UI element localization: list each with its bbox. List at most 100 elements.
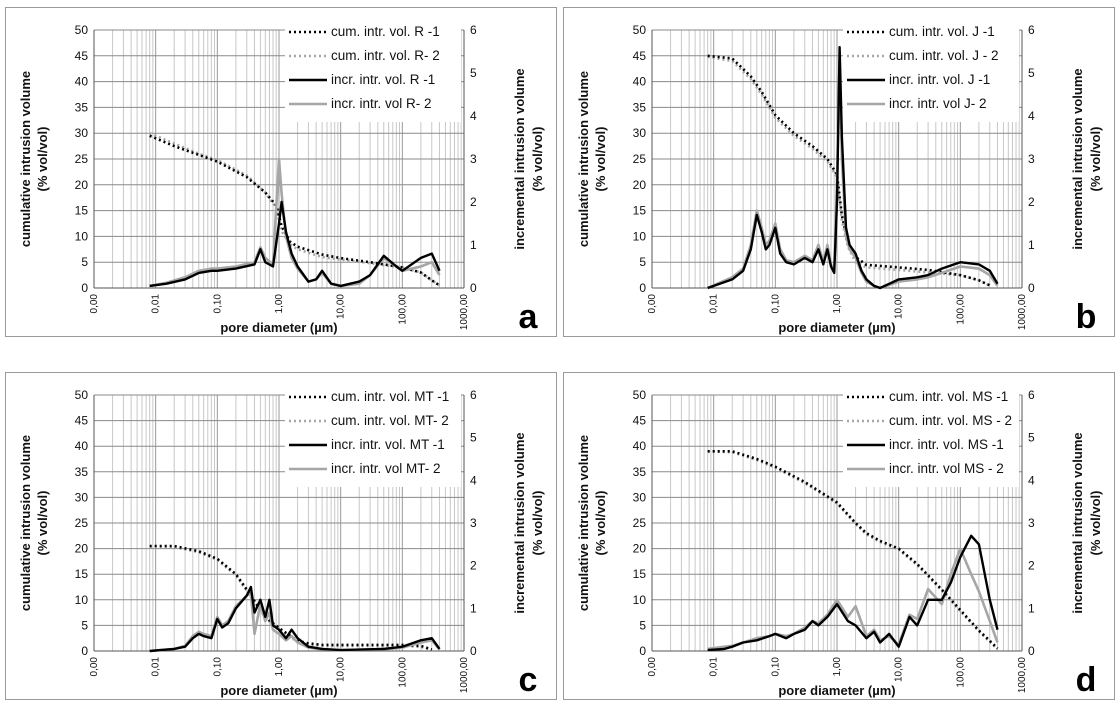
y-tick-label-left: 40 bbox=[75, 439, 89, 453]
legend: cum. intr. vol. J -1 cum. intr. vol. J - … bbox=[843, 20, 1019, 122]
y-tick-label-left: 40 bbox=[633, 439, 647, 453]
x-tick-label: 10,00 bbox=[894, 294, 905, 319]
y-tick-label-left: 50 bbox=[633, 388, 647, 402]
y-tick-label-right: 3 bbox=[470, 516, 477, 530]
y-tick-label-left: 25 bbox=[75, 516, 89, 530]
series-line-3 bbox=[707, 534, 999, 652]
y-tick-label-left: 15 bbox=[633, 204, 647, 218]
x-axis-label: pore diameter (µm) bbox=[220, 320, 337, 335]
y-tick-label-right: 1 bbox=[470, 238, 477, 252]
y-tick-label-right: 5 bbox=[1028, 66, 1035, 80]
y-tick-label-left: 30 bbox=[633, 490, 647, 504]
x-tick-label: 1,00 bbox=[274, 657, 285, 677]
x-tick-label: 100,00 bbox=[955, 657, 966, 688]
legend-label: incr. intr. vol. R -1 bbox=[331, 72, 435, 87]
x-tick-label: 0,00 bbox=[647, 294, 658, 314]
y-tick-label-right: 4 bbox=[1028, 109, 1035, 123]
legend: cum. intr. vol. MT -1 cum. intr. vol. MT-… bbox=[285, 385, 461, 487]
y-tick-label-left: 45 bbox=[75, 49, 89, 63]
legend-label: incr. intr. vol MS - 2 bbox=[889, 461, 1004, 476]
y-tick-label-right: 0 bbox=[470, 281, 477, 295]
legend: cum. intr. vol. R -1 cum. intr. vol. R- 2… bbox=[285, 20, 461, 122]
y-axis-label-right: incremental intrusion volume bbox=[512, 68, 527, 249]
y-tick-label-left: 0 bbox=[639, 281, 646, 295]
legend-label: incr. intr. vol MT- 2 bbox=[331, 461, 441, 476]
y-tick-label-right: 1 bbox=[470, 601, 477, 615]
y-axis-label-right-unit: (% vol/vol) bbox=[1088, 126, 1103, 191]
x-axis-label: pore diameter (µm) bbox=[220, 683, 337, 698]
y-tick-label-left: 5 bbox=[81, 255, 88, 269]
y-axis-label-right: incremental intrusion volume bbox=[512, 432, 527, 613]
y-tick-label-left: 20 bbox=[75, 542, 89, 556]
y-tick-label-right: 5 bbox=[470, 431, 477, 445]
y-tick-label-left: 10 bbox=[75, 229, 89, 243]
chart-panel-d: 0 5 10 15 20 25 30 35 40 45 50 0 1 2 3 4 5 6 0,00 0,01 0,10 1… bbox=[563, 372, 1115, 700]
y-tick-label-right: 2 bbox=[1028, 195, 1035, 209]
x-tick-label: 100,00 bbox=[397, 294, 408, 325]
series-line-3 bbox=[149, 200, 441, 288]
legend-label: cum. intr. vol. J -1 bbox=[889, 24, 995, 39]
legend-label: incr. intr. vol. MT -1 bbox=[331, 437, 445, 452]
legend-label: incr. intr. vol. J -1 bbox=[889, 72, 990, 87]
y-tick-label-right: 0 bbox=[1028, 644, 1035, 658]
y-tick-label-left: 10 bbox=[633, 229, 647, 243]
legend-label: cum. intr. vol. MS - 2 bbox=[889, 413, 1012, 428]
x-tick-label: 1,00 bbox=[274, 294, 285, 314]
y-tick-label-right: 5 bbox=[1028, 431, 1035, 445]
y-tick-label-left: 15 bbox=[75, 204, 89, 218]
y-tick-label-right: 6 bbox=[470, 388, 477, 402]
panel-label: c bbox=[519, 661, 538, 699]
chart-panel-c: 0 5 10 15 20 25 30 35 40 45 50 0 1 2 3 4 5 6 0,00 0,01 0,10 1… bbox=[5, 372, 557, 700]
x-tick-label: 100,00 bbox=[397, 657, 408, 688]
y-tick-label-left: 0 bbox=[81, 644, 88, 658]
y-tick-label-right: 0 bbox=[470, 644, 477, 658]
y-tick-label-left: 0 bbox=[639, 644, 646, 658]
y-tick-label-left: 5 bbox=[639, 618, 646, 632]
y-tick-label-right: 6 bbox=[470, 23, 477, 37]
x-tick-label: 0,10 bbox=[770, 294, 781, 314]
y-tick-label-right: 2 bbox=[470, 559, 477, 573]
x-tick-label: 1,00 bbox=[832, 294, 843, 314]
series-line-2 bbox=[149, 545, 433, 652]
y-tick-label-right: 6 bbox=[1028, 388, 1035, 402]
y-tick-label-left: 15 bbox=[75, 567, 89, 581]
y-tick-label-right: 4 bbox=[470, 473, 477, 487]
y-tick-label-left: 40 bbox=[75, 75, 89, 89]
y-axis-label-left: cumulative intrusion volume bbox=[576, 435, 591, 611]
y-tick-label-left: 50 bbox=[75, 23, 89, 37]
y-axis-label-right-unit: (% vol/vol) bbox=[1088, 490, 1103, 555]
y-axis-label-left: cumulative intrusion volume bbox=[18, 435, 33, 611]
legend-label: cum. intr. vol. MS -1 bbox=[889, 389, 1008, 404]
x-tick-label: 1000,00 bbox=[1017, 657, 1028, 694]
series-line-1 bbox=[149, 544, 433, 651]
y-tick-label-left: 45 bbox=[633, 49, 647, 63]
legend-label: cum. intr. vol. R- 2 bbox=[331, 48, 440, 63]
x-tick-label: 1000,00 bbox=[459, 294, 470, 331]
y-tick-label-right: 1 bbox=[1028, 238, 1035, 252]
y-axis-label-left-unit: (% vol/vol) bbox=[593, 126, 608, 191]
y-tick-label-left: 5 bbox=[81, 618, 88, 632]
x-tick-label: 0,00 bbox=[89, 657, 100, 677]
x-tick-label: 1,00 bbox=[832, 657, 843, 677]
panel-label: a bbox=[519, 298, 539, 336]
legend: cum. intr. vol. MS -1 cum. intr. vol. MS … bbox=[843, 385, 1019, 487]
x-tick-label: 0,01 bbox=[151, 294, 162, 314]
y-tick-label-left: 25 bbox=[633, 516, 647, 530]
panel-label: b bbox=[1076, 298, 1097, 336]
x-tick-label: 0,01 bbox=[151, 657, 162, 677]
y-tick-label-left: 20 bbox=[75, 178, 89, 192]
y-tick-label-left: 5 bbox=[639, 255, 646, 269]
legend-label: cum. intr. vol. R -1 bbox=[331, 24, 440, 39]
y-axis-label-left: cumulative intrusion volume bbox=[18, 71, 33, 247]
y-tick-label-right: 3 bbox=[470, 152, 477, 166]
y-axis-label-right-unit: (% vol/vol) bbox=[530, 490, 545, 555]
x-tick-label: 10,00 bbox=[336, 657, 347, 682]
y-axis-label-left-unit: (% vol/vol) bbox=[35, 126, 50, 191]
y-axis-label-left: cumulative intrusion volume bbox=[576, 71, 591, 247]
x-tick-label: 1000,00 bbox=[459, 657, 470, 694]
y-tick-label-right: 4 bbox=[470, 109, 477, 123]
series-line-1 bbox=[149, 134, 441, 287]
